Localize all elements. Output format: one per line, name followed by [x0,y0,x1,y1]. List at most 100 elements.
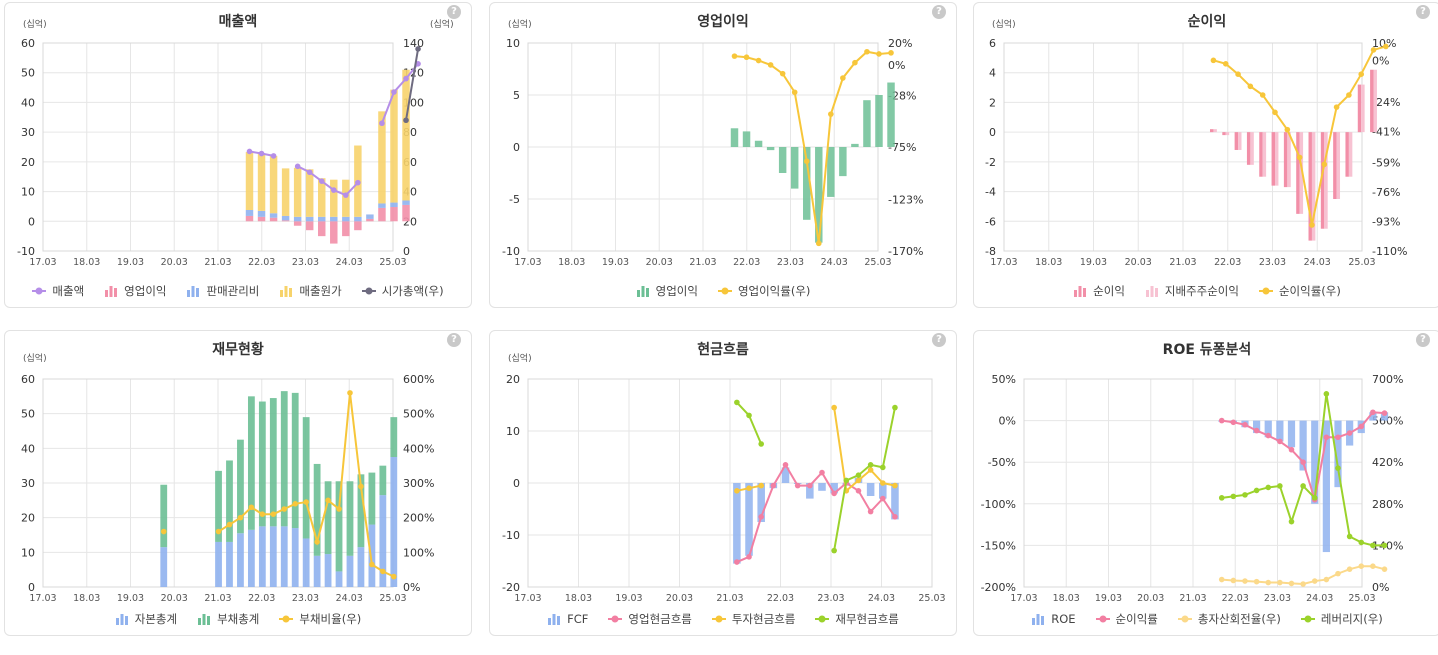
bar-영업이익 [257,216,266,222]
help-icon[interactable]: ? [932,5,946,19]
line-legend-icon [1300,615,1315,623]
sales-title: 매출액 [218,14,258,30]
point-레버리지-right [1300,483,1306,489]
y2-tick-label: 10% [1372,37,1396,50]
legend-label: 부채총계 [217,612,260,626]
legend-item[interactable]: 시가총액(우) [361,283,444,299]
y-tick-label: 60 [21,37,35,50]
bar-FCF [806,483,814,499]
point-부채비율-right [391,573,397,580]
bar-매출원가 [281,168,290,216]
point-순이익률 [1253,427,1260,434]
legend: 영업이익 영업이익률(우) [490,283,956,299]
x-tick-label: 25.03 [864,257,891,268]
legend-label: 레버리지(우) [1320,612,1383,626]
bar-매출원가 [293,167,302,217]
legend-item[interactable]: 순이익률 [1095,611,1158,627]
point-영업현금흐름 [734,559,740,565]
y-tick-label: -10 [502,529,520,542]
bar-부채총계 [258,401,266,527]
point-부채비율-right [160,528,167,535]
legend-item[interactable]: 부채총계 [197,611,259,627]
legend-item[interactable]: 순이익 [1073,283,1125,299]
legend-item[interactable]: ROE [1031,611,1076,627]
legend-item[interactable]: 부채비율(우) [279,611,361,627]
bar-판매관리비 [378,203,386,208]
point-매출액 [294,163,301,170]
y-tick-label: 10 [21,186,35,199]
bar-영업이익 [790,147,799,189]
legend-label: 판매관리비 [206,284,260,298]
bar-지배주주순이익 [1299,132,1304,214]
point-레버리지-right [1311,495,1318,501]
bar-FCF [891,483,899,520]
bar-판매관리비 [305,216,314,222]
point-부채비율-right [215,528,222,535]
x-tick-label: 20.03 [646,257,673,268]
point-재무현금흐름 [746,412,752,419]
bar-legend-icon [280,286,293,297]
point-영업이익률-right [743,54,750,61]
legend-item[interactable]: 판매관리비 [186,283,259,299]
point-재무현금흐름 [879,464,886,471]
x-tick-label: 21.03 [689,257,716,268]
point-레버리지-right [1370,542,1376,549]
point-투자현금흐름 [746,485,752,491]
legend-item[interactable]: 순이익률(우) [1258,283,1341,299]
legend-item[interactable]: 영업이익 [104,283,166,299]
bar-자본총계 [237,533,244,587]
legend-item[interactable]: 매출액 [32,283,84,299]
point-총자산회전율-right [1381,566,1388,572]
x-tick-label: 19.03 [615,593,642,604]
point-부채비율-right [314,539,320,545]
point-총자산회전율-right [1311,578,1318,584]
point-부채비율-right [347,390,353,396]
help-icon[interactable]: ? [932,333,946,347]
legend-label: 투자현금흐름 [731,612,796,626]
bar-FCF [745,483,753,556]
bar-지배주주순이익 [1287,132,1291,188]
help-icon[interactable]: ? [1416,5,1430,19]
bar-영업이익 [766,147,775,151]
bar-영업이익 [827,147,835,197]
y-tick-label: 40 [21,96,35,109]
bar-자본총계 [302,538,310,587]
right-unit: (십억) [430,20,454,30]
help-icon[interactable]: ? [447,333,461,347]
y2-tick-label: -110% [1372,245,1407,258]
legend-item[interactable]: 영업현금흐름 [608,611,692,627]
point-매출액 [343,192,349,198]
line-legend-icon [361,287,376,295]
bar-지배주주순이익 [1348,132,1353,177]
legend-item[interactable]: 영업이익률(우) [717,283,810,299]
bar-자본총계 [390,457,398,587]
bar-매출원가 [269,155,278,214]
legend-item[interactable]: 총자산회전율(우) [1177,611,1281,627]
cf-title: 현금흐름 [697,342,749,358]
point-영업현금흐름 [867,508,874,515]
y-tick-label: 0 [28,215,35,228]
x-tick-label: 18.03 [1053,593,1080,604]
point-부채비율-right [303,499,309,505]
legend-item[interactable]: 매출원가 [279,283,342,299]
bar-자본총계 [357,547,365,587]
help-icon[interactable]: ? [447,5,461,19]
legend-item[interactable]: 재무현금흐름 [815,611,899,627]
x-tick-label: 21.03 [1179,593,1206,604]
point-부채비율-right [248,504,255,511]
bar-자본총계 [226,541,233,587]
legend-item[interactable]: 지배주주순이익 [1145,283,1239,299]
y2-tick-label: -93% [1372,216,1400,229]
legend-item[interactable]: 레버리지(우) [1300,611,1383,627]
legend-item[interactable]: FCF [547,611,588,627]
legend-item[interactable]: 영업이익 [636,283,698,299]
y-tick-label: -200% [981,581,1016,594]
legend-item[interactable]: 투자현금흐름 [711,611,796,627]
legend-item[interactable]: 자본총계 [115,611,177,627]
point-부채비율-right [281,506,288,512]
point-영업현금흐름 [794,482,801,489]
y-tick-label: 40 [21,442,35,455]
left-unit: (십억) [23,354,47,364]
point-투자현금흐름 [831,404,837,411]
help-icon[interactable]: ? [1416,333,1430,347]
